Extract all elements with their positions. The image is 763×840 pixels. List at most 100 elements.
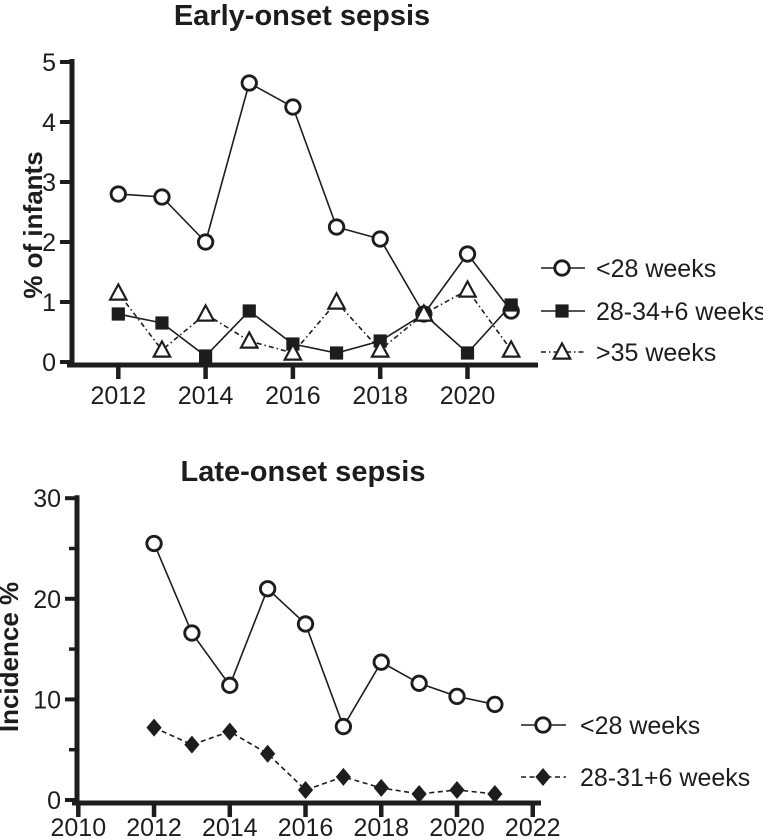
- data-point-marker: [449, 780, 465, 799]
- late-onset-sepsis-plot: Late-onset sepsis Incidence % 0 10 20 30 2010 2…: [0, 456, 750, 840]
- data-point-marker: [327, 218, 346, 236]
- y-tick-label: 0: [42, 349, 56, 377]
- legend-label: 28-34+6 weeks: [596, 298, 763, 326]
- open-circle-marker: [183, 624, 201, 642]
- data-point-marker: [183, 624, 201, 642]
- filled-diamond-marker: [449, 780, 465, 799]
- x-tick-label: 2014: [202, 814, 258, 840]
- x-tick-label: 2012: [126, 814, 182, 840]
- x-tick-label: 2018: [352, 382, 408, 410]
- data-point-marker: [222, 722, 238, 741]
- open-circle-marker: [448, 687, 466, 706]
- data-point-marker: [551, 341, 573, 360]
- x-tick-label: 2014: [178, 382, 234, 410]
- data-point-marker: [555, 304, 569, 318]
- data-point-marker: [111, 307, 125, 321]
- y-axis-label: % of infants: [18, 151, 48, 298]
- open-triangle-marker: [501, 339, 522, 358]
- filled-square-marker: [329, 346, 344, 360]
- data-point-marker: [184, 735, 200, 754]
- open-circle-marker: [145, 534, 163, 553]
- x-tick-label: 2020: [440, 382, 496, 410]
- open-triangle-marker: [108, 282, 129, 301]
- y-tick-label: 0: [47, 787, 61, 815]
- data-point-marker: [411, 784, 427, 803]
- x-tick-label: 2010: [50, 814, 106, 840]
- data-point-marker: [109, 185, 127, 203]
- y-tick-label: 1: [42, 289, 56, 317]
- open-circle-marker: [153, 188, 171, 206]
- open-circle-marker: [334, 717, 353, 736]
- open-circle-marker: [284, 98, 302, 116]
- data-point-marker: [258, 580, 277, 598]
- filled-diamond-marker: [260, 744, 276, 763]
- data-point-marker: [457, 279, 478, 298]
- x-tick-label: 2018: [353, 814, 409, 840]
- data-point-marker: [504, 298, 518, 312]
- data-point-marker: [284, 98, 302, 116]
- y-axis-label: Incidence %: [0, 582, 24, 732]
- legend-label: >35 weeks: [596, 339, 716, 367]
- legend-label: <28 weeks: [580, 712, 700, 740]
- data-point-marker: [372, 653, 390, 671]
- legend-item: 28-34+6 weeks: [541, 298, 763, 326]
- filled-diamond-marker: [411, 784, 427, 803]
- data-point-marker: [196, 233, 215, 251]
- filled-diamond-marker: [184, 735, 200, 754]
- early-onset-sepsis-chart: Early-onset sepsis % of infants 0 1 2 3 4 5 2012…: [18, 0, 763, 410]
- open-circle-marker: [221, 676, 239, 694]
- data-point-marker: [334, 717, 353, 736]
- y-tick-label: 2: [42, 229, 56, 257]
- data-point-marker: [486, 695, 504, 714]
- filled-square-marker: [155, 316, 169, 330]
- data-point-marker: [371, 230, 389, 248]
- open-circle-marker: [371, 230, 389, 248]
- data-point-marker: [460, 346, 475, 360]
- data-point-marker: [413, 303, 434, 322]
- filled-diamond-marker: [535, 768, 551, 786]
- data-point-marker: [458, 245, 477, 263]
- data-point-marker: [335, 767, 351, 786]
- data-point-marker: [487, 784, 503, 803]
- x-tick-label: 2022: [505, 814, 561, 840]
- filled-square-marker: [460, 346, 475, 360]
- y-tick-label: 30: [33, 485, 61, 513]
- y-tick-label: 4: [42, 109, 56, 137]
- filled-diamond-marker: [222, 722, 238, 741]
- series-line: [118, 304, 512, 358]
- chart-title: Early-onset sepsis: [174, 0, 430, 32]
- data-point-marker: [151, 339, 172, 358]
- legend-item: <28 weeks: [541, 255, 716, 283]
- x-tick-label: 2012: [90, 382, 146, 410]
- data-point-marker: [260, 744, 276, 763]
- open-circle-marker: [553, 259, 571, 277]
- y-tick-label: 10: [33, 686, 61, 714]
- open-triangle-marker: [239, 330, 260, 349]
- open-circle-marker: [240, 74, 258, 92]
- y-tick-label: 20: [33, 586, 61, 614]
- data-point-marker: [282, 342, 303, 361]
- legend-label: <28 weeks: [596, 255, 716, 283]
- open-circle-marker: [296, 615, 315, 633]
- filled-diamond-marker: [487, 784, 503, 803]
- data-point-marker: [329, 346, 344, 360]
- data-point-marker: [534, 716, 552, 734]
- open-triangle-marker: [282, 342, 303, 361]
- data-point-marker: [108, 282, 129, 301]
- x-tick-label: 2020: [429, 814, 485, 840]
- late-onset-sepsis-chart: Late-onset sepsis Incidence % 0 10 20 30 2010 2…: [0, 420, 763, 840]
- open-triangle-marker: [370, 339, 391, 358]
- legend-item: 28-31+6 weeks: [521, 764, 750, 792]
- legend-label: 28-31+6 weeks: [580, 764, 750, 792]
- data-point-marker: [146, 718, 162, 737]
- filled-square-marker: [504, 298, 518, 312]
- data-point-marker: [448, 687, 466, 706]
- data-point-marker: [297, 780, 314, 799]
- open-triangle-marker: [457, 279, 478, 298]
- data-point-marker: [199, 349, 213, 363]
- filled-diamond-marker: [297, 780, 314, 799]
- data-point-marker: [296, 615, 315, 633]
- data-point-marker: [242, 304, 256, 318]
- series-line: [153, 543, 496, 729]
- open-circle-marker: [410, 674, 428, 692]
